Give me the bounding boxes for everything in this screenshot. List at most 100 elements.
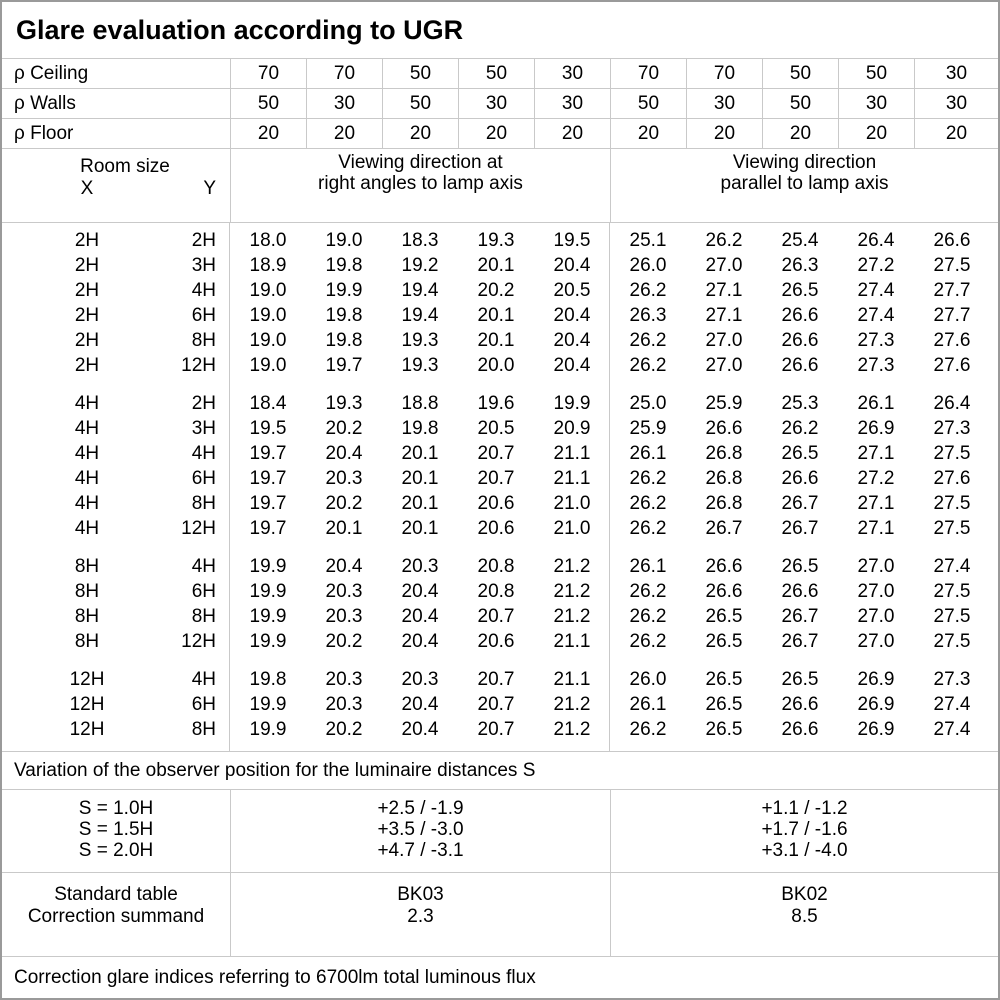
ugr-value-cell: 27.2: [857, 468, 895, 489]
room-size-y: 12H: [181, 631, 216, 652]
ugr-value-cell: 26.7: [781, 606, 819, 627]
ugr-value-cell: 26.5: [705, 631, 743, 652]
reflectance-value-cell: 20: [610, 119, 686, 148]
ugr-table-row: 8H 8H 19.9 20.3 20.4 20.7 21.2 26.2 26.5 26.7 27.0…: [2, 604, 998, 629]
spacing-value: +3.5 / -3.0: [377, 819, 464, 840]
ugr-value-cell: 27.6: [933, 468, 971, 489]
room-size-x: 2H: [74, 305, 100, 326]
room-size-y: 6H: [191, 694, 216, 715]
ugr-value-cell: 27.0: [705, 355, 743, 376]
ugr-value-cell: 20.2: [325, 719, 363, 740]
ugr-value-cell: 26.2: [781, 418, 819, 439]
ugr-value-cell: 26.4: [933, 393, 971, 414]
ugr-value-cell: 20.3: [325, 581, 363, 602]
room-size-x: 12H: [69, 669, 105, 690]
correction-summand-label: Correction summand: [27, 906, 205, 927]
ugr-table-row: 12H 6H 19.9 20.3 20.4 20.7 21.2 26.1 26.5 26.6 26.…: [2, 692, 998, 717]
ugr-value-cell: 20.1: [477, 330, 515, 351]
ugr-value-cell: 26.2: [629, 493, 667, 514]
ugr-value-cell: 19.4: [401, 280, 439, 301]
ugr-value-cell: 27.0: [705, 255, 743, 276]
ugr-value-cell: 20.4: [325, 443, 363, 464]
room-size-x: 4H: [74, 493, 100, 514]
ugr-value-cell: 26.6: [781, 468, 819, 489]
reflectance-value-cell: 20: [914, 119, 998, 148]
variation-note-row: Variation of the observer position for t…: [2, 752, 998, 790]
room-size-x: 2H: [74, 280, 100, 301]
ugr-value-cell: 21.1: [553, 669, 591, 690]
ugr-value-cell: 19.6: [477, 393, 515, 414]
ugr-value-cell: 27.0: [857, 581, 895, 602]
ugr-value-cell: 20.8: [477, 556, 515, 577]
ugr-value-cell: 27.5: [933, 631, 971, 652]
ugr-value-cell: 19.8: [325, 305, 363, 326]
spacing-value: +1.7 / -1.6: [761, 819, 848, 840]
ugr-value-cell: 27.6: [933, 330, 971, 351]
ugr-value-cell: 19.2: [401, 255, 439, 276]
ugr-table-row: 2H 4H 19.0 19.9 19.4 20.2 20.5 26.2 27.1 26.5 27.4…: [2, 278, 998, 303]
ugr-value-cell: 20.4: [401, 631, 439, 652]
ugr-value-cell: 19.9: [249, 694, 287, 715]
room-size-y: 8H: [191, 606, 216, 627]
ugr-value-cell: 27.0: [857, 631, 895, 652]
reflectance-value-cell: 70: [686, 59, 762, 88]
ugr-value-cell: 19.8: [249, 669, 287, 690]
ugr-value-cell: 21.2: [553, 581, 591, 602]
ugr-value-cell: 20.4: [553, 330, 591, 351]
ugr-value-cell: 18.0: [249, 230, 287, 251]
ugr-value-cell: 27.5: [933, 606, 971, 627]
ugr-value-cell: 21.0: [553, 493, 591, 514]
ugr-value-cell: 19.8: [325, 330, 363, 351]
ugr-value-cell: 20.3: [325, 694, 363, 715]
room-size-y: 12H: [181, 355, 216, 376]
ugr-value-cell: 26.6: [933, 230, 971, 251]
room-size-x: 8H: [74, 631, 100, 652]
ugr-value-cell: 20.6: [477, 518, 515, 539]
spacing-label: S = 1.0H: [78, 798, 154, 819]
ugr-value-cell: 19.3: [477, 230, 515, 251]
ugr-value-cell: 18.3: [401, 230, 439, 251]
ugr-value-cell: 26.1: [857, 393, 895, 414]
ugr-value-cell: 19.7: [249, 468, 287, 489]
reflectance-value-cell: 30: [686, 89, 762, 118]
room-size-x: 8H: [74, 581, 100, 602]
ugr-value-cell: 21.1: [553, 468, 591, 489]
title-bar: Glare evaluation according to UGR: [2, 2, 998, 59]
ugr-value-cell: 26.7: [781, 518, 819, 539]
ugr-value-cell: 27.4: [933, 556, 971, 577]
ugr-value-cell: 26.9: [857, 719, 895, 740]
reflectance-row-floor: ρ Floor 20 20 20 20 20 20 20 20 20 20: [2, 119, 998, 149]
reflectance-value-cell: 50: [610, 89, 686, 118]
ugr-value-cell: 20.4: [401, 581, 439, 602]
parallel-heading-line2: parallel to lamp axis: [720, 173, 889, 194]
ugr-value-cell: 27.7: [933, 305, 971, 326]
ugr-value-cell: 19.9: [249, 631, 287, 652]
ugr-value-cell: 18.9: [249, 255, 287, 276]
ugr-table-row: 8H 6H 19.9 20.3 20.4 20.8 21.2 26.2 26.6 26.6 27.0…: [2, 579, 998, 604]
ugr-value-cell: 26.6: [781, 330, 819, 351]
ugr-value-cell: 27.3: [933, 669, 971, 690]
room-size-y: 8H: [191, 719, 216, 740]
ugr-value-cell: 19.0: [249, 355, 287, 376]
ugr-value-cell: 26.7: [781, 493, 819, 514]
ugr-value-cell: 27.1: [857, 443, 895, 464]
room-size-y: 6H: [191, 305, 216, 326]
standard-table-value: BK03: [397, 884, 444, 905]
ugr-value-cell: 27.3: [933, 418, 971, 439]
room-size-group: 8H 4H 19.9 20.4 20.3 20.8 21.2 26.1 26.6 26.5 27.0…: [2, 554, 998, 654]
ugr-value-cell: 20.3: [325, 669, 363, 690]
spacing-label: S = 2.0H: [78, 840, 154, 861]
ugr-value-cell: 19.3: [325, 393, 363, 414]
reflectance-value-cell: 20: [534, 119, 610, 148]
ugr-value-cell: 19.8: [401, 418, 439, 439]
reflectance-value-cell: 30: [458, 89, 534, 118]
ugr-value-cell: 20.4: [401, 606, 439, 627]
ugr-value-cell: 27.6: [933, 355, 971, 376]
ugr-value-cell: 19.5: [553, 230, 591, 251]
ugr-value-cell: 27.5: [933, 581, 971, 602]
ugr-value-cell: 21.1: [553, 443, 591, 464]
ugr-value-cell: 19.3: [401, 355, 439, 376]
ugr-value-cell: 26.6: [781, 581, 819, 602]
ugr-value-cell: 26.6: [781, 355, 819, 376]
